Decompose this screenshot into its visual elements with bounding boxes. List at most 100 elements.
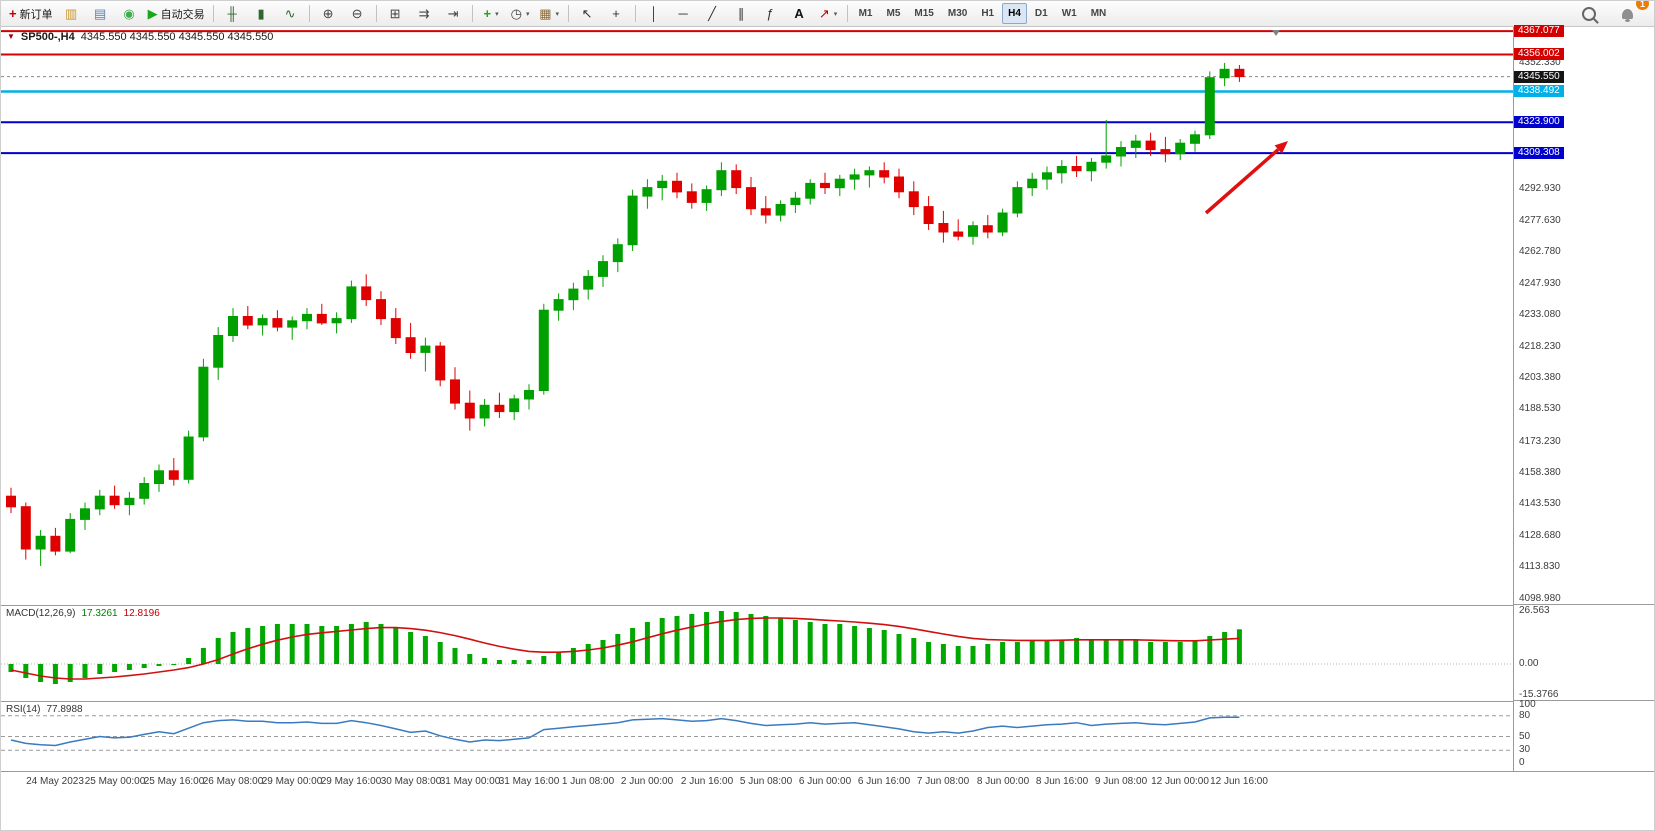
candlestick-chart-button[interactable]: ▮	[247, 2, 276, 25]
macd-signal-value: 12.8196	[123, 608, 160, 619]
horizontal-line-icon: ─	[678, 6, 688, 21]
search-symbols-button[interactable]	[1574, 2, 1603, 25]
zoom-out-button[interactable]: ⊖	[343, 2, 372, 25]
templates-button[interactable]: ▦ ▾	[535, 2, 564, 25]
rsi-label: RSI(14) 77.8988	[6, 704, 83, 715]
channel-button[interactable]: ∥	[727, 2, 756, 25]
new-chart-button[interactable]: ▥	[57, 2, 86, 25]
timeframe-m15-button[interactable]: M15	[914, 8, 934, 19]
candles	[6, 62, 1245, 566]
refresh-button[interactable]: ◉	[115, 2, 144, 25]
trendline-icon: ╱	[708, 6, 716, 21]
time-axis-label: 24 May 2023	[26, 776, 84, 787]
time-axis-label: 8 Jun 16:00	[1035, 776, 1089, 787]
candlestick-chart-svg[interactable]	[1, 27, 1513, 605]
chart-title: ▼ SP500-,H4 4345.550 4345.550 4345.550 4…	[7, 31, 273, 43]
ohlc-values-label: 4345.550 4345.550 4345.550 4345.550	[80, 31, 274, 43]
horizontal-line-button[interactable]: ─	[669, 2, 698, 25]
rsi-panel[interactable]: RSI(14) 77.8988	[1, 701, 1513, 771]
macd-label: MACD(12,26,9) 17.3261 12.8196	[6, 608, 160, 619]
rsi-scale-label: 0	[1519, 757, 1525, 768]
timeframe-d1-button[interactable]: D1	[1034, 8, 1048, 19]
timeframe-h4-button[interactable]: H4	[1002, 3, 1027, 24]
time-axis-label: 31 May 00:00	[439, 776, 501, 787]
notifications-button[interactable]: 1	[1613, 1, 1649, 25]
zoom-in-icon: ⊕	[322, 6, 334, 21]
autotrading-button[interactable]: ▶ 自动交易	[144, 2, 209, 25]
time-axis[interactable]: 24 May 2023 25 May 00:00 25 May 16:00 26 Ma…	[1, 771, 1654, 791]
cursor-icon: ↖	[581, 6, 593, 21]
time-axis-label: 2 Jun 00:00	[620, 776, 674, 787]
line-chart-icon: ∿	[284, 6, 296, 21]
rsi-scale-label: 80	[1519, 709, 1531, 721]
price-tick-label: 4098.980	[1519, 592, 1561, 604]
chart-shift-button[interactable]: ⇥	[439, 2, 468, 25]
toolbar-separator	[308, 5, 310, 22]
timeframe-m5-button[interactable]: M5	[886, 8, 901, 19]
time-axis-label: 8 Jun 00:00	[976, 776, 1030, 787]
rsi-scale-label: 50	[1519, 730, 1531, 742]
timeframe-m30-button[interactable]: M30	[947, 8, 968, 19]
candlestick-chart-icon: ▮	[257, 6, 265, 21]
panel-separator	[1514, 700, 1654, 701]
new-order-button[interactable]: + 新订单	[5, 2, 57, 25]
notification-badge: 1	[1636, 1, 1649, 10]
tile-windows-button[interactable]: ⊞	[381, 2, 410, 25]
channel-icon: ∥	[737, 6, 745, 21]
price-tick-label: 4247.930	[1519, 277, 1561, 289]
rsi-value: 77.8988	[46, 704, 83, 715]
timeframe-mn-button[interactable]: MN	[1090, 8, 1107, 19]
rsi-chart-svg[interactable]	[1, 702, 1513, 771]
text-button[interactable]: A	[785, 2, 814, 25]
auto-scroll-button[interactable]: ⇉	[410, 2, 439, 25]
arrows-button[interactable]: ↗ ▾	[814, 2, 843, 25]
one-click-trading-toggle-icon[interactable]: ▼	[7, 32, 15, 41]
trendline-button[interactable]: ╱	[698, 2, 727, 25]
rsi-line	[10, 716, 1240, 747]
price-tag: 4367.077	[1514, 25, 1564, 38]
price-tick-label: 4128.680	[1519, 529, 1561, 541]
macd-scale-label: 26.563	[1519, 604, 1550, 616]
line-chart-button[interactable]: ∿	[276, 2, 305, 25]
bars-chart-button[interactable]: ╫	[218, 2, 247, 25]
price-tag: 4356.002	[1514, 48, 1564, 61]
cursor-button[interactable]: ↖	[573, 2, 602, 25]
timeframe-h1-button[interactable]: H1	[981, 8, 995, 19]
vertical-line-button[interactable]: │	[640, 2, 669, 25]
toolbar-separator	[375, 5, 377, 22]
profiles-button[interactable]: ▤	[86, 2, 115, 25]
toolbar-separator	[634, 5, 636, 22]
price-tick-label: 4352.330	[1519, 57, 1561, 69]
price-scale[interactable]: 4352.330 4292.930 4277.630 4262.780 4247.930…	[1513, 25, 1654, 771]
fibonacci-icon: ƒ	[766, 6, 774, 21]
price-chart-panel[interactable]: ▼ SP500-,H4 4345.550 4345.550 4345.550 4…	[1, 27, 1513, 605]
price-tick-label: 4218.230	[1519, 340, 1561, 352]
macd-panel[interactable]: MACD(12,26,9) 17.3261 12.8196	[1, 605, 1513, 701]
time-axis-label: 9 Jun 08:00	[1094, 776, 1148, 787]
rsi-scale-label: 100	[1519, 699, 1536, 710]
price-tag: 4345.550	[1514, 70, 1564, 83]
time-axis-label: 29 May 00:00	[261, 776, 323, 787]
new-chart-icon: ▥	[64, 6, 78, 21]
periods-button[interactable]: ◷ ▾	[506, 2, 535, 25]
zoom-in-button[interactable]: ⊕	[314, 2, 343, 25]
macd-chart-svg[interactable]	[1, 606, 1513, 701]
dropdown-arrow-icon: ▾	[495, 10, 499, 18]
macd-histogram	[8, 611, 1242, 684]
price-tick-label: 4277.630	[1519, 215, 1561, 227]
time-axis-label: 12 Jun 16:00	[1210, 776, 1268, 787]
macd-main-value: 17.3261	[81, 608, 118, 619]
autotrading-icon: ▶	[147, 6, 158, 21]
chart-shift-icon: ⇥	[447, 6, 459, 21]
fibonacci-button[interactable]: ƒ	[756, 2, 785, 25]
timeframe-w1-button[interactable]: W1	[1061, 8, 1077, 19]
new-order-icon: +	[9, 6, 17, 21]
autotrading-button-label: 自动交易	[160, 8, 205, 21]
timeframe-m1-button[interactable]: M1	[858, 8, 873, 19]
time-axis-label: 25 May 16:00	[143, 776, 205, 787]
price-tick-label: 4203.380	[1519, 372, 1561, 383]
indicators-button[interactable]: + ▾	[477, 2, 506, 25]
rsi-name: RSI(14)	[6, 704, 41, 715]
crosshair-button[interactable]: +	[602, 2, 631, 25]
vertical-line-icon: │	[650, 6, 659, 21]
